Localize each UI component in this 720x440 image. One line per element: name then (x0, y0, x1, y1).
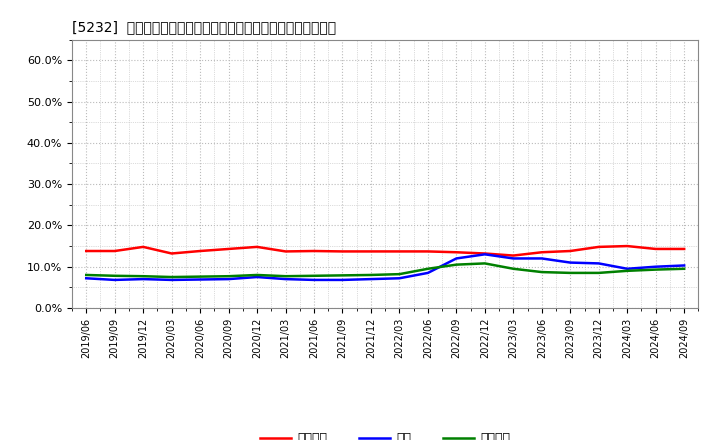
在庫 (566, 260, 575, 265)
在庫 (196, 277, 204, 282)
売上債権 (167, 251, 176, 256)
買入債務 (82, 272, 91, 278)
Line: 在庫: 在庫 (86, 254, 684, 280)
売上債権 (623, 243, 631, 249)
買入債務 (537, 269, 546, 275)
売上債権 (509, 253, 518, 258)
売上債権 (652, 246, 660, 252)
買入債務 (366, 272, 375, 278)
在庫 (680, 263, 688, 268)
売上債権 (310, 248, 318, 253)
買入債務 (595, 270, 603, 275)
在庫 (652, 264, 660, 269)
買入債務 (110, 273, 119, 279)
買入債務 (509, 266, 518, 271)
在庫 (395, 275, 404, 281)
買入債務 (282, 274, 290, 279)
売上債権 (537, 249, 546, 255)
Legend: 売上債権, 在庫, 買入債務: 売上債権, 在庫, 買入債務 (255, 427, 516, 440)
買入債務 (310, 273, 318, 279)
在庫 (423, 270, 432, 275)
買入債務 (652, 267, 660, 272)
売上債権 (196, 248, 204, 253)
買入債務 (253, 272, 261, 278)
売上債権 (366, 249, 375, 254)
買入債務 (338, 273, 347, 278)
在庫 (282, 276, 290, 282)
売上債権 (110, 248, 119, 253)
Line: 売上債権: 売上債権 (86, 246, 684, 256)
在庫 (623, 266, 631, 271)
在庫 (338, 277, 347, 282)
売上債権 (680, 246, 688, 252)
売上債権 (566, 248, 575, 253)
買入債務 (423, 266, 432, 271)
在庫 (537, 256, 546, 261)
買入債務 (167, 275, 176, 280)
売上債権 (452, 249, 461, 255)
在庫 (595, 261, 603, 266)
売上債権 (338, 249, 347, 254)
売上債権 (595, 244, 603, 249)
在庫 (225, 276, 233, 282)
売上債権 (480, 251, 489, 256)
買入債務 (395, 271, 404, 277)
売上債権 (395, 249, 404, 254)
売上債権 (282, 249, 290, 254)
Text: [5232]  売上債権、在庫、買入債務の総資産に対する比率の推移: [5232] 売上債権、在庫、買入債務の総資産に対する比率の推移 (72, 20, 336, 34)
在庫 (139, 276, 148, 282)
在庫 (366, 276, 375, 282)
買入債務 (139, 274, 148, 279)
買入債務 (196, 274, 204, 279)
売上債権 (253, 244, 261, 249)
Line: 買入債務: 買入債務 (86, 264, 684, 277)
在庫 (110, 277, 119, 282)
在庫 (452, 256, 461, 261)
在庫 (253, 275, 261, 280)
買入債務 (680, 266, 688, 271)
売上債権 (82, 248, 91, 253)
買入債務 (480, 261, 489, 266)
売上債権 (423, 249, 432, 254)
在庫 (167, 277, 176, 282)
在庫 (310, 277, 318, 282)
買入債務 (225, 274, 233, 279)
買入債務 (623, 268, 631, 274)
売上債権 (225, 246, 233, 252)
在庫 (509, 256, 518, 261)
在庫 (82, 275, 91, 281)
売上債権 (139, 244, 148, 249)
在庫 (480, 252, 489, 257)
買入債務 (452, 262, 461, 267)
買入債務 (566, 270, 575, 275)
